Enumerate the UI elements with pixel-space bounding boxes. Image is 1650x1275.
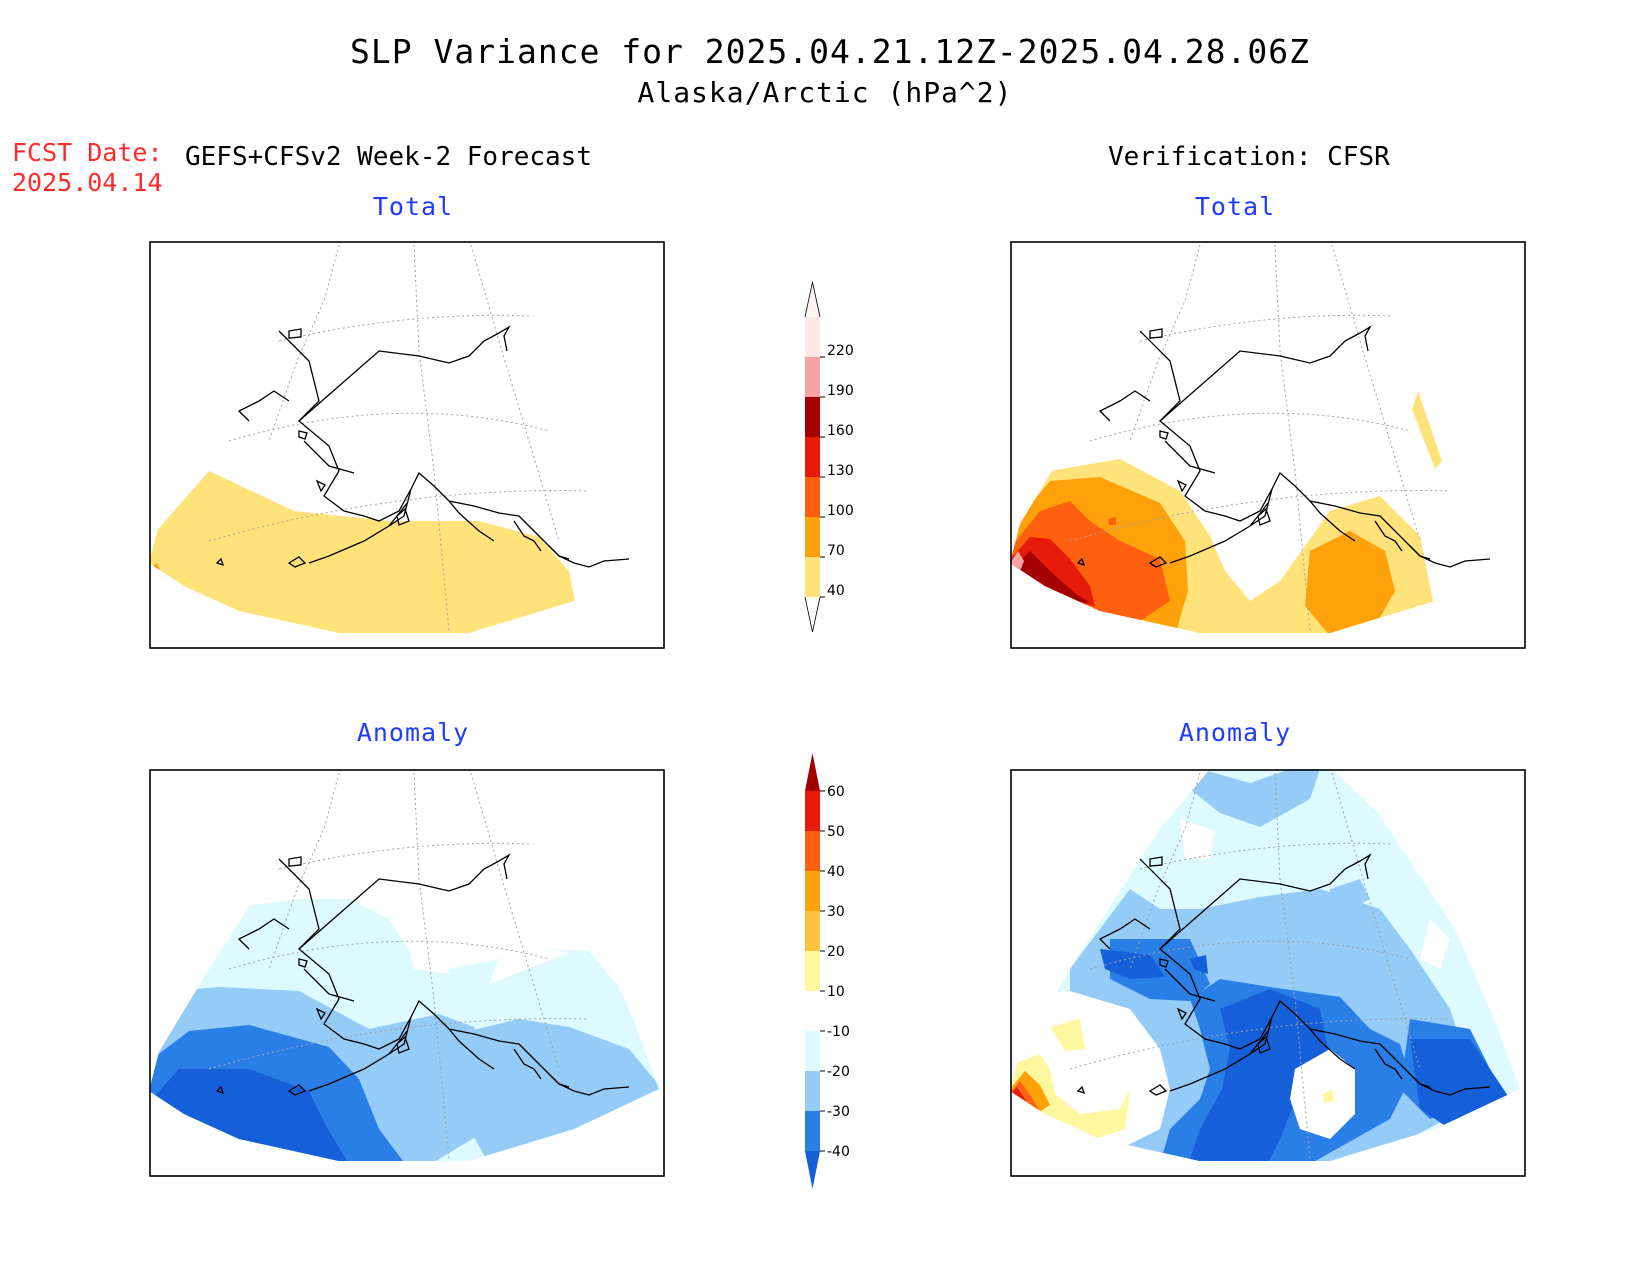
colorbar-max-triangle: [804, 281, 821, 318]
colorbar-label: 20: [827, 944, 845, 960]
colorbar-max-triangle: [805, 753, 820, 791]
colorbar-label: 220: [827, 343, 854, 359]
verification-total-title: Total: [1194, 192, 1276, 221]
colorbar-swatch: [805, 317, 820, 357]
colorbar-swatch: [805, 1031, 820, 1071]
colorbar-swatch: [805, 791, 820, 831]
colorbar-label: 70: [827, 543, 845, 559]
colorbar-label: -10: [827, 1024, 850, 1040]
verification-anomaly-map: [1010, 769, 1526, 1177]
anomaly-colorbar: -40 -30 -20 -10 10 20 30 40 50 60: [805, 753, 850, 1189]
colorbar-label: 50: [827, 824, 845, 840]
verification-total-map: [1010, 241, 1526, 649]
forecast-anomaly-map: [149, 769, 665, 1177]
forecast-total-map: [149, 241, 665, 649]
fcst-date-label: FCST Date:: [12, 138, 163, 167]
colorbar-label: -30: [827, 1104, 850, 1120]
colorbar-swatch: [805, 517, 820, 557]
total-colorbar: 40 70 100 130 160 190 220: [804, 281, 854, 633]
colorbar-label: -40: [827, 1144, 850, 1160]
colorbar-swatch: [805, 991, 820, 1031]
colorbar-swatch: [805, 1111, 820, 1151]
colorbar-swatch: [805, 477, 820, 517]
colorbar-min-triangle: [804, 596, 821, 633]
colorbar-swatch: [805, 397, 820, 437]
colorbar-min-triangle: [805, 1151, 820, 1189]
colorbar-label: -20: [827, 1064, 850, 1080]
colorbar-label: 10: [827, 984, 845, 1000]
colorbar-label: 130: [827, 463, 854, 479]
forecast-total-title: Total: [372, 192, 454, 221]
colorbar-swatch: [805, 951, 820, 991]
colorbar-swatch: [805, 357, 820, 397]
colorbar-swatch: [805, 557, 820, 597]
verification-anomaly-title: Anomaly: [1178, 718, 1292, 747]
colorbar-label: 100: [827, 503, 854, 519]
colorbar-swatch: [805, 911, 820, 951]
main-title: SLP Variance for 2025.04.21.12Z-2025.04.…: [350, 32, 1310, 71]
colorbar-label: 40: [827, 583, 845, 599]
colorbar-swatch: [805, 1071, 820, 1111]
forecast-anomaly-title: Anomaly: [356, 718, 470, 747]
colorbar-label: 160: [827, 423, 854, 439]
colorbar-swatch: [805, 871, 820, 911]
forecast-header: GEFS+CFSv2 Week-2 Forecast: [185, 142, 592, 172]
main-subtitle: Alaska/Arctic (hPa^2): [637, 76, 1013, 109]
colorbar-label: 60: [827, 784, 845, 800]
fcst-date-value: 2025.04.14: [12, 168, 163, 197]
verification-header: Verification: CFSR: [1108, 142, 1390, 172]
colorbar-swatch: [805, 831, 820, 871]
colorbar-label: 30: [827, 904, 845, 920]
colorbar-label: 190: [827, 383, 854, 399]
colorbar-swatch: [805, 437, 820, 477]
colorbar-label: 40: [827, 864, 845, 880]
